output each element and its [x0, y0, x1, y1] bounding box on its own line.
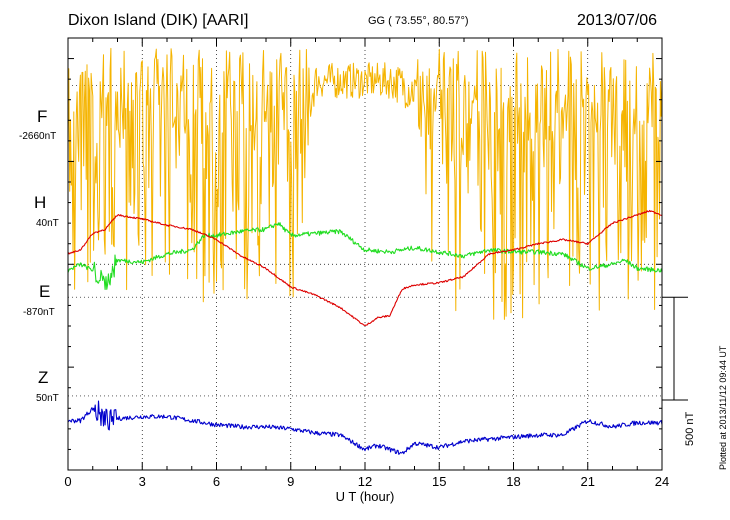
component-baseline-z: 50nT: [36, 393, 59, 404]
x-tick-label: 21: [581, 474, 595, 489]
axis-layer: 0 3 6 9 12 15 18 21 24 U T (hour): [64, 37, 688, 504]
component-label-h: H: [34, 193, 47, 212]
series-layer: [67, 47, 663, 455]
x-tick-label: 24: [655, 474, 669, 489]
plotted-timestamp: Plotted at 2013/11/12 09:44 UT: [718, 345, 728, 470]
series-line-e: [67, 400, 663, 455]
component-baseline-h: 40nT: [36, 218, 59, 229]
x-tick-label: 6: [213, 474, 220, 489]
x-tick-label: 15: [432, 474, 446, 489]
x-tick-label: 0: [64, 474, 71, 489]
x-tick-label: 9: [287, 474, 294, 489]
plot-date: 2013/07/06: [577, 12, 658, 29]
x-tick-label: 3: [139, 474, 146, 489]
x-axis-label: U T (hour): [336, 489, 395, 504]
geographic-coordinates: GG ( 73.55°, 80.57°): [368, 15, 469, 27]
component-baseline-f: -2660nT: [19, 131, 57, 142]
x-tick-label: 12: [358, 474, 372, 489]
series-line-z: [67, 209, 663, 327]
x-tick-label: 18: [506, 474, 520, 489]
component-label-f: F: [37, 107, 48, 126]
series-line-h: [67, 222, 663, 290]
series-line-f: [67, 47, 663, 320]
component-label-e: E: [39, 282, 51, 301]
component-baseline-e: -870nT: [23, 307, 55, 318]
scale-bar-label: 500 nT: [684, 411, 696, 446]
station-title: Dixon Island (DIK) [AARI]: [68, 12, 249, 29]
component-label-z: Z: [38, 368, 49, 387]
